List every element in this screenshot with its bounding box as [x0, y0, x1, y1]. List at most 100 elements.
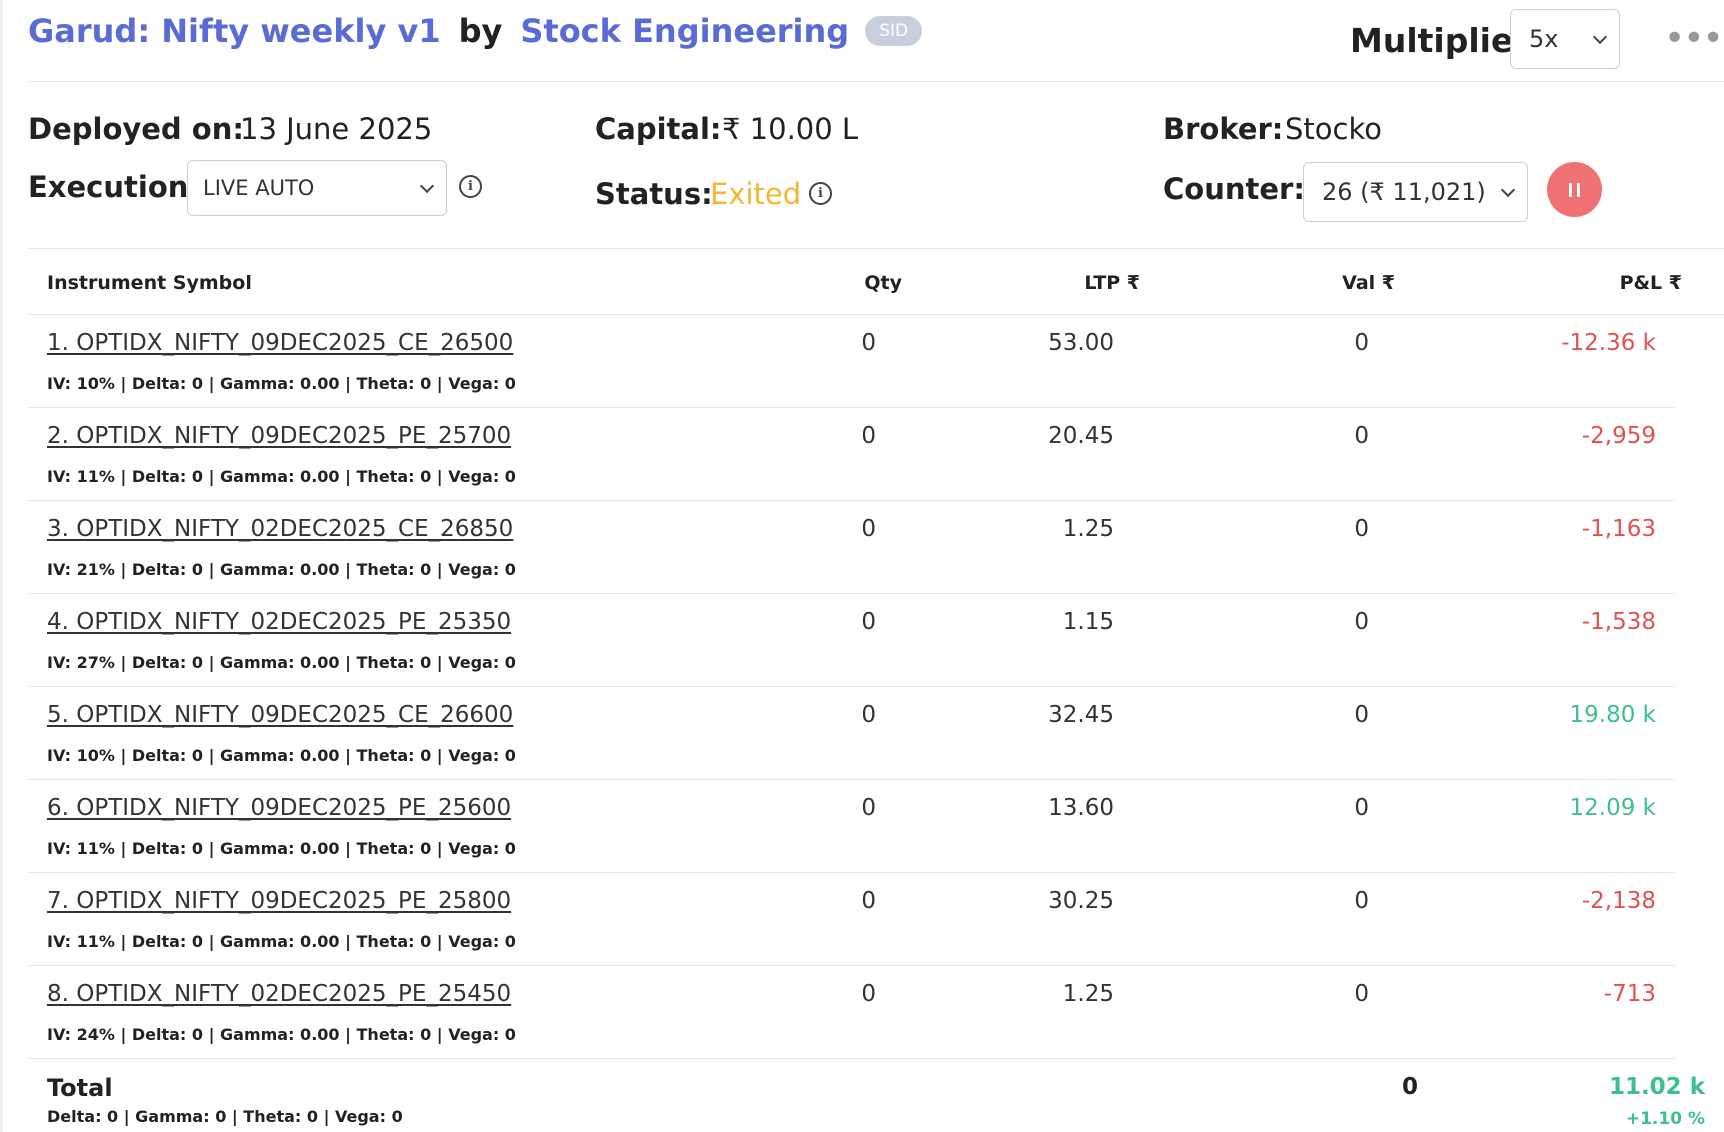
- total-pnl-percent: +1.10 %: [1625, 1109, 1705, 1129]
- val-cell: 0: [1354, 330, 1369, 356]
- ltp-cell: 32.45: [1048, 702, 1114, 728]
- table-row: 8. OPTIDX_NIFTY_02DEC2025_PE_25450 IV: 24…: [28, 966, 1675, 1059]
- more-horizontal-icon[interactable]: •••: [1664, 18, 1724, 59]
- val-cell: 0: [1354, 423, 1369, 449]
- table-row: 3. OPTIDX_NIFTY_02DEC2025_CE_26850 IV: 21…: [28, 501, 1675, 594]
- deployed-label: Deployed on:: [28, 112, 244, 146]
- table-row: 1. OPTIDX_NIFTY_09DEC2025_CE_26500 IV: 10…: [28, 315, 1675, 408]
- col-qty[interactable]: Qty: [864, 272, 902, 294]
- pause-button[interactable]: [1547, 162, 1602, 217]
- pnl-cell: -12.36 k: [1561, 330, 1656, 356]
- qty-cell: 0: [861, 795, 876, 821]
- deployed-value: 13 June 2025: [240, 112, 433, 146]
- table-row: 4. OPTIDX_NIFTY_02DEC2025_PE_25350 IV: 27…: [28, 594, 1675, 687]
- author-link[interactable]: Stock Engineering: [520, 12, 850, 50]
- qty-cell: 0: [861, 981, 876, 1007]
- execution-value: LIVE AUTO: [203, 176, 315, 200]
- qty-cell: 0: [861, 423, 876, 449]
- ltp-cell: 13.60: [1048, 795, 1114, 821]
- capital-label: Capital:: [595, 112, 722, 146]
- val-cell: 0: [1354, 609, 1369, 635]
- left-edge-border: [0, 0, 3, 1132]
- pnl-cell: 19.80 k: [1569, 702, 1656, 728]
- positions-table: Instrument Symbol Qty LTP ₹ Val ₹ P&L ₹ …: [28, 248, 1724, 1132]
- instrument-symbol-link[interactable]: 6. OPTIDX_NIFTY_09DEC2025_PE_25600: [47, 795, 512, 821]
- total-greeks: Delta: 0 | Gamma: 0 | Theta: 0 | Vega: 0: [47, 1107, 403, 1126]
- total-pnl: 11.02 k: [1608, 1074, 1705, 1100]
- val-cell: 0: [1354, 702, 1369, 728]
- qty-cell: 0: [861, 609, 876, 635]
- sid-badge: SID: [865, 16, 923, 46]
- instrument-greeks: IV: 11% | Delta: 0 | Gamma: 0.00 | Theta…: [47, 932, 516, 951]
- col-pnl[interactable]: P&L ₹: [1619, 272, 1682, 294]
- instrument-greeks: IV: 11% | Delta: 0 | Gamma: 0.00 | Theta…: [47, 467, 516, 486]
- table-header: Instrument Symbol Qty LTP ₹ Val ₹ P&L ₹: [28, 249, 1724, 315]
- qty-cell: 0: [861, 330, 876, 356]
- instrument-symbol-link[interactable]: 7. OPTIDX_NIFTY_09DEC2025_PE_25800: [47, 888, 512, 914]
- strategy-title: Garud: Nifty weekly v1 by Stock Engineer…: [28, 12, 923, 50]
- execution-info-icon[interactable]: i: [459, 175, 482, 198]
- instrument-symbol-link[interactable]: 4. OPTIDX_NIFTY_02DEC2025_PE_25350: [47, 609, 512, 635]
- instrument-symbol-link[interactable]: 5. OPTIDX_NIFTY_09DEC2025_CE_26600: [47, 702, 514, 728]
- multiplier-select[interactable]: 5x: [1510, 9, 1620, 69]
- instrument-greeks: IV: 11% | Delta: 0 | Gamma: 0.00 | Theta…: [47, 839, 516, 858]
- instrument-greeks: IV: 27% | Delta: 0 | Gamma: 0.00 | Theta…: [47, 653, 516, 672]
- pause-icon: [1569, 182, 1572, 197]
- pnl-cell: -1,163: [1581, 516, 1656, 542]
- qty-cell: 0: [861, 516, 876, 542]
- counter-label: Counter:: [1163, 172, 1305, 206]
- total-label: Total: [47, 1074, 113, 1102]
- val-cell: 0: [1354, 888, 1369, 914]
- status-label: Status:: [595, 177, 713, 211]
- instrument-greeks: IV: 24% | Delta: 0 | Gamma: 0.00 | Theta…: [47, 1025, 516, 1044]
- col-val[interactable]: Val ₹: [1342, 272, 1395, 294]
- qty-cell: 0: [861, 702, 876, 728]
- instrument-symbol-link[interactable]: 3. OPTIDX_NIFTY_02DEC2025_CE_26850: [47, 516, 514, 542]
- status-value: Exited: [710, 177, 802, 211]
- table-body: 1. OPTIDX_NIFTY_09DEC2025_CE_26500 IV: 10…: [28, 315, 1675, 1059]
- col-instrument-symbol[interactable]: Instrument Symbol: [47, 272, 252, 294]
- table-row: 6. OPTIDX_NIFTY_09DEC2025_PE_25600 IV: 11…: [28, 780, 1675, 873]
- instrument-symbol-link[interactable]: 8. OPTIDX_NIFTY_02DEC2025_PE_25450: [47, 981, 512, 1007]
- status-info-icon[interactable]: i: [809, 182, 832, 205]
- ltp-cell: 1.25: [1062, 516, 1114, 542]
- instrument-greeks: IV: 10% | Delta: 0 | Gamma: 0.00 | Theta…: [47, 746, 516, 765]
- col-ltp[interactable]: LTP ₹: [1084, 272, 1140, 294]
- instrument-symbol-link[interactable]: 1. OPTIDX_NIFTY_09DEC2025_CE_26500: [47, 330, 514, 356]
- total-row: Total Delta: 0 | Gamma: 0 | Theta: 0 | V…: [28, 1059, 1724, 1132]
- counter-value: 26 (₹ 11,021): [1322, 178, 1486, 206]
- strategy-name-link[interactable]: Garud: Nifty weekly v1: [28, 12, 441, 50]
- by-label: by: [458, 12, 503, 50]
- ltp-cell: 20.45: [1048, 423, 1114, 449]
- ltp-cell: 1.15: [1062, 609, 1114, 635]
- val-cell: 0: [1354, 981, 1369, 1007]
- strategy-header: Garud: Nifty weekly v1 by Stock Engineer…: [28, 0, 1724, 82]
- pnl-cell: 12.09 k: [1569, 795, 1656, 821]
- qty-cell: 0: [861, 888, 876, 914]
- instrument-symbol-link[interactable]: 2. OPTIDX_NIFTY_09DEC2025_PE_25700: [47, 423, 512, 449]
- table-row: 7. OPTIDX_NIFTY_09DEC2025_PE_25800 IV: 11…: [28, 873, 1675, 966]
- pause-icon-bar: [1577, 182, 1580, 197]
- pnl-cell: -2,138: [1581, 888, 1656, 914]
- ltp-cell: 53.00: [1048, 330, 1114, 356]
- val-cell: 0: [1354, 795, 1369, 821]
- chevron-down-icon: [1592, 29, 1608, 45]
- chevron-down-icon: [1500, 182, 1516, 198]
- total-val: 0: [1401, 1074, 1418, 1100]
- table-row: 5. OPTIDX_NIFTY_09DEC2025_CE_26600 IV: 10…: [28, 687, 1675, 780]
- broker-value: Stocko: [1285, 112, 1382, 146]
- chevron-down-icon: [419, 178, 435, 194]
- pnl-cell: -1,538: [1581, 609, 1656, 635]
- multiplier-value: 5x: [1529, 25, 1559, 53]
- ltp-cell: 1.25: [1062, 981, 1114, 1007]
- instrument-greeks: IV: 21% | Delta: 0 | Gamma: 0.00 | Theta…: [47, 560, 516, 579]
- counter-select[interactable]: 26 (₹ 11,021): [1303, 162, 1528, 222]
- execution-select[interactable]: LIVE AUTO: [187, 160, 447, 216]
- instrument-greeks: IV: 10% | Delta: 0 | Gamma: 0.00 | Theta…: [47, 374, 516, 393]
- val-cell: 0: [1354, 516, 1369, 542]
- broker-label: Broker:: [1163, 112, 1284, 146]
- table-row: 2. OPTIDX_NIFTY_09DEC2025_PE_25700 IV: 11…: [28, 408, 1675, 501]
- capital-value: ₹ 10.00 L: [722, 112, 859, 146]
- pnl-cell: -2,959: [1581, 423, 1656, 449]
- pnl-cell: -713: [1603, 981, 1656, 1007]
